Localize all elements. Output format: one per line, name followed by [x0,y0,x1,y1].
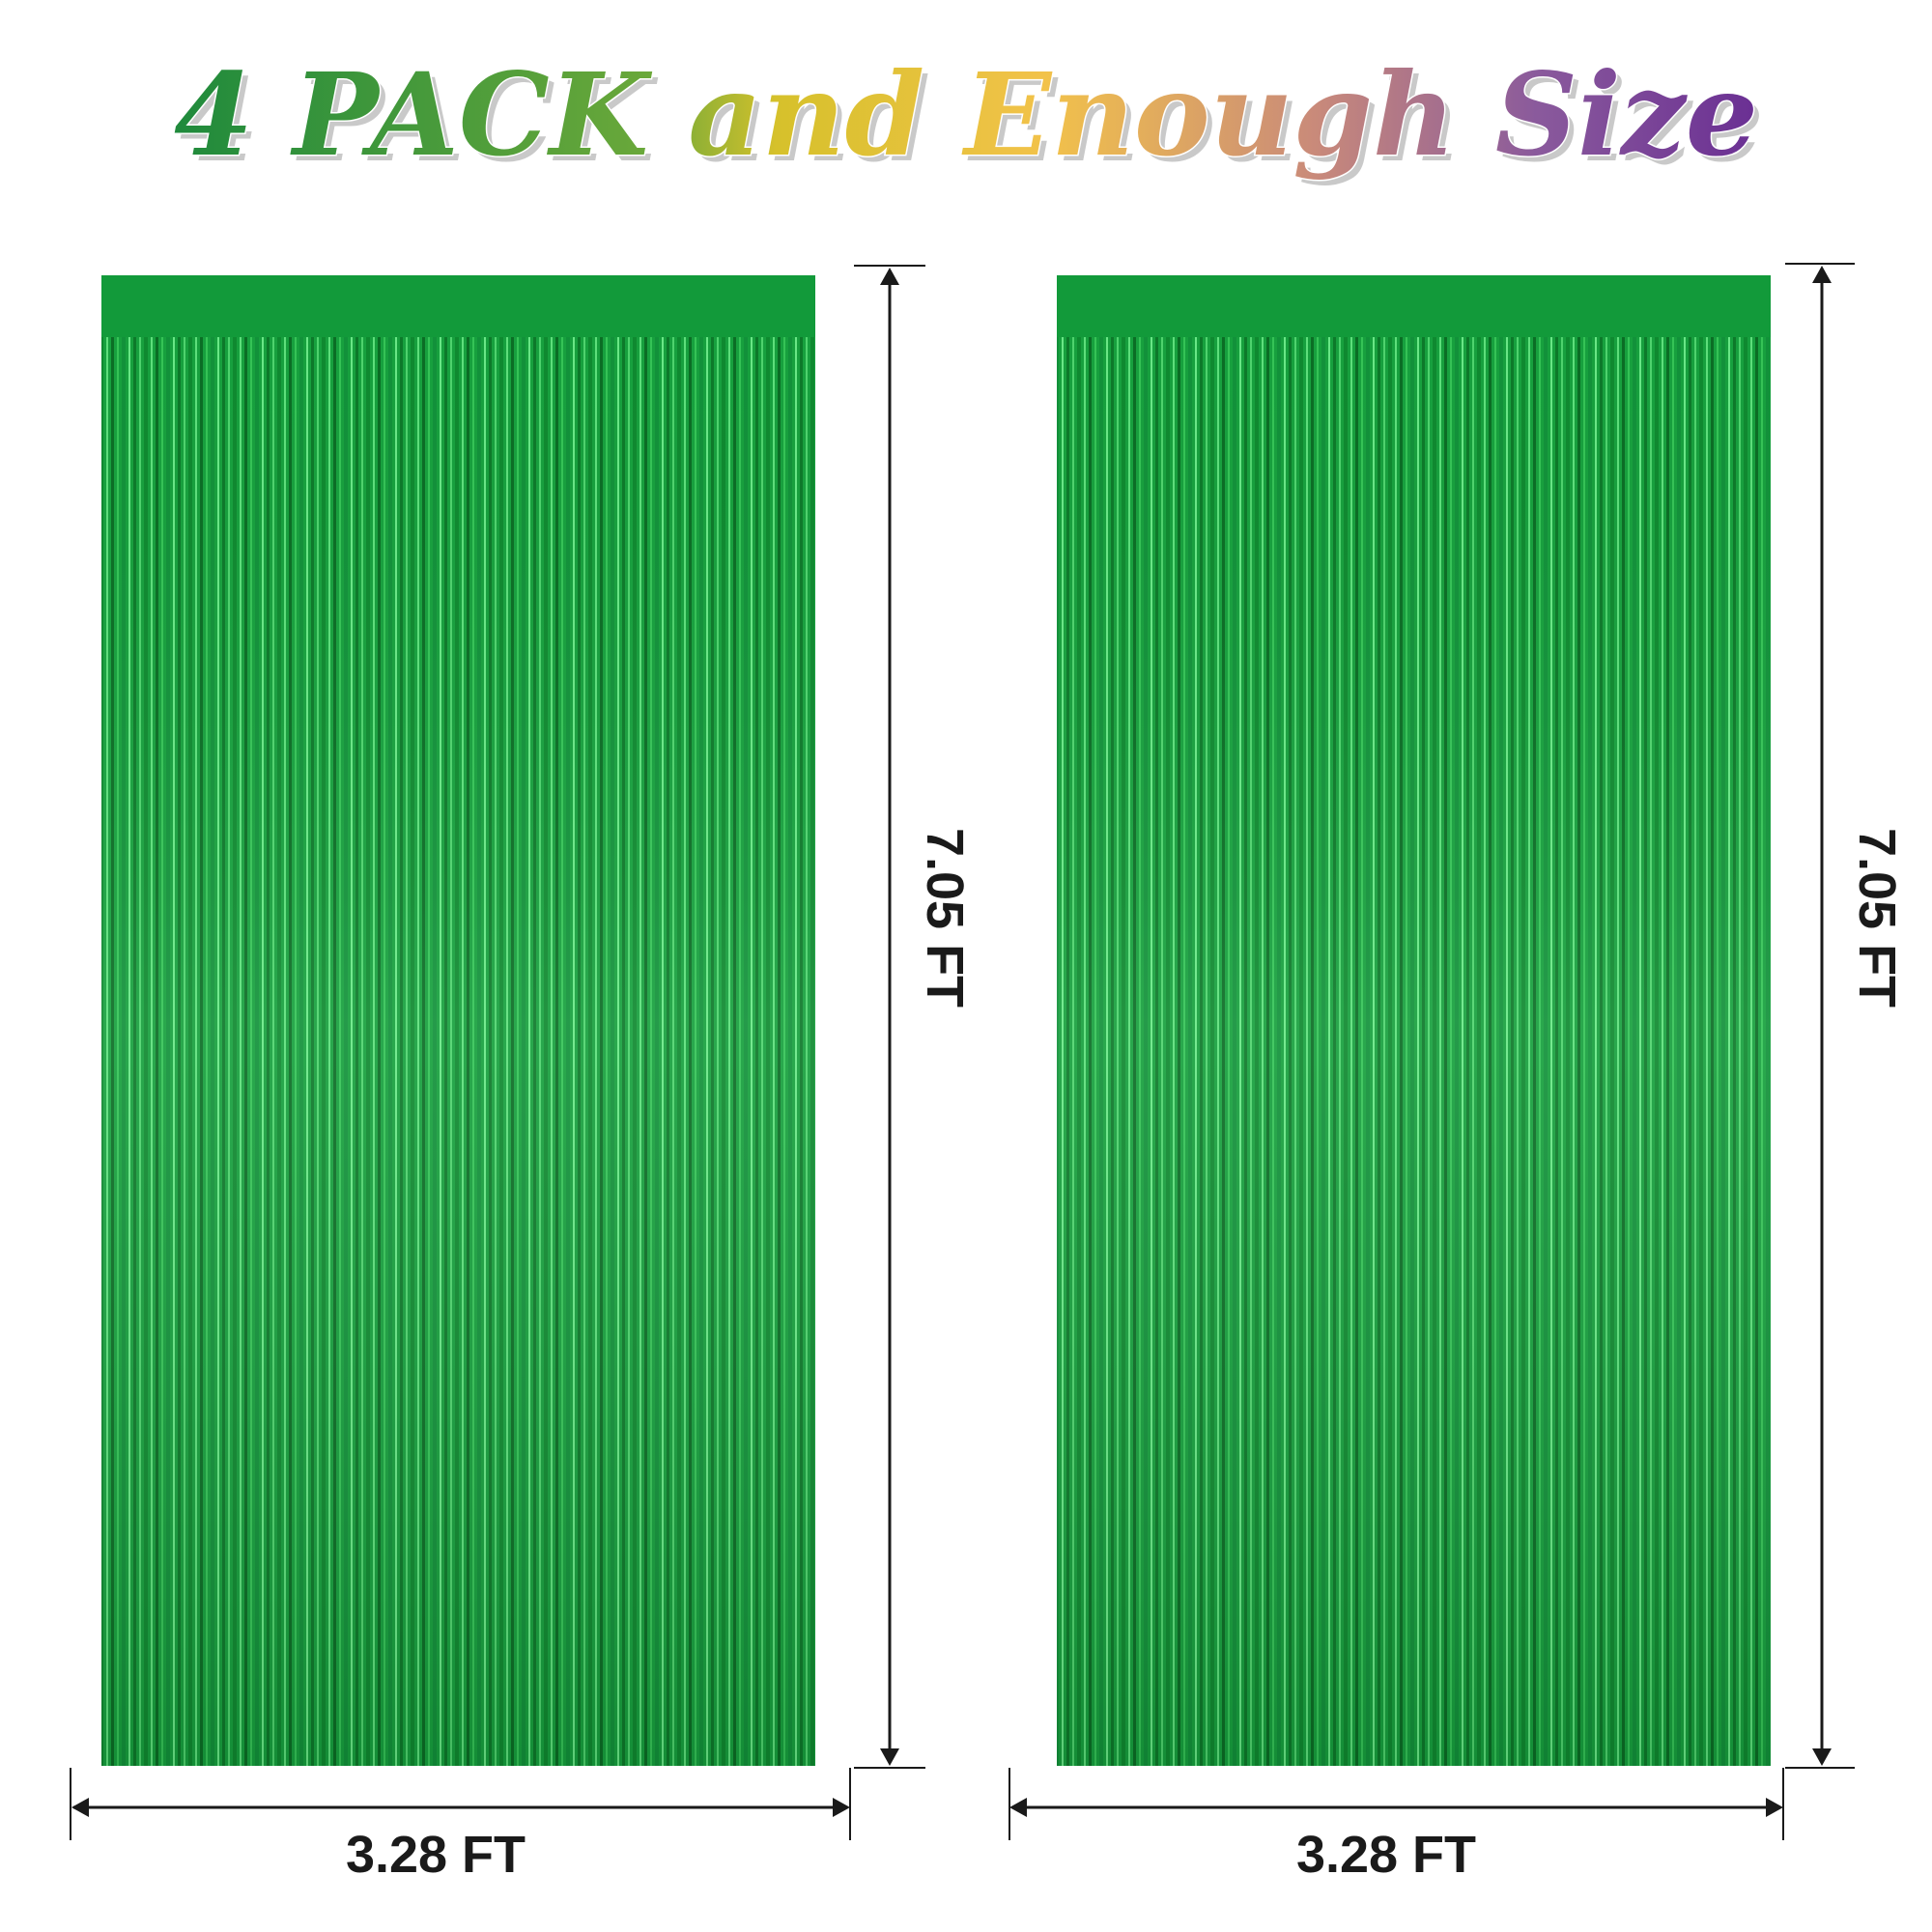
width-dimension: 3.28 FT [70,1768,851,1884]
curtain [101,275,815,1766]
title: 4 PACK and Enough Size [174,47,1758,182]
curtain-header [101,275,815,337]
curtain-shade [1057,275,1771,1766]
curtain-shade [101,275,815,1766]
height-label: 7.05 FT [1848,828,1906,1008]
curtain [1057,275,1771,1766]
width-label: 3.28 FT [346,1826,526,1884]
width-dimension: 3.28 FT [1009,1768,1784,1884]
curtain-header [1057,275,1771,337]
height-label: 7.05 FT [916,828,974,1008]
height-dimension: 7.05 FT [1785,263,1906,1769]
height-dimension: 7.05 FT [854,265,974,1769]
width-label: 3.28 FT [1296,1826,1476,1884]
title-shadow: 4 PACK and Enough Size [180,53,1764,187]
